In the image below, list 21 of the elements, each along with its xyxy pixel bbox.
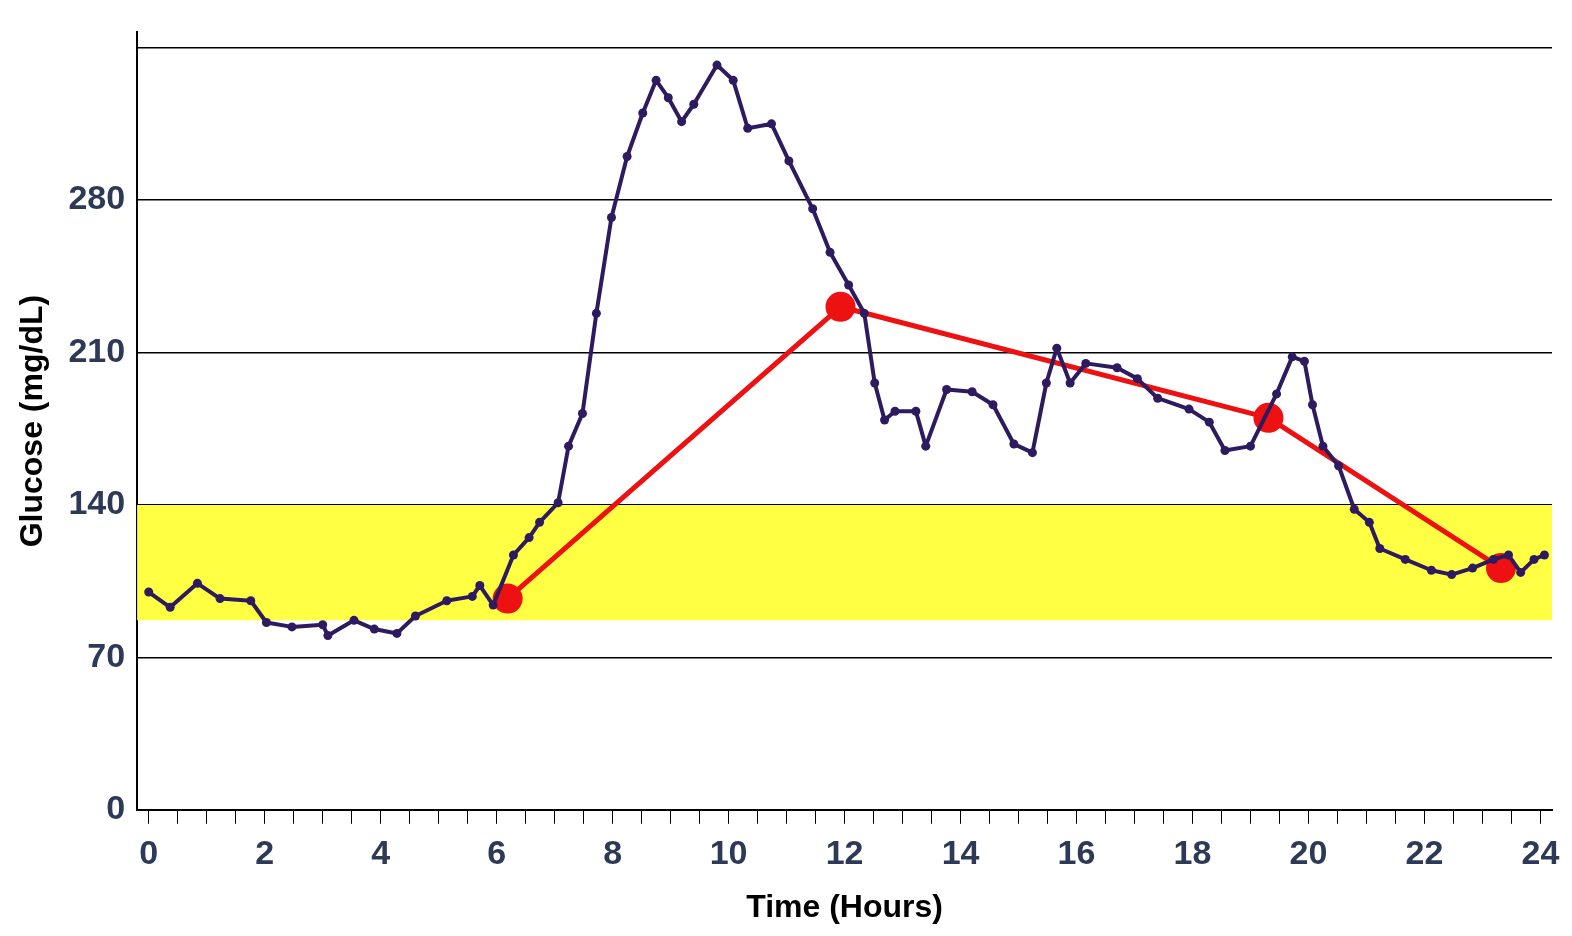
x-tick-label: 22 [1405, 832, 1444, 871]
x-tick-label: 0 [139, 832, 159, 871]
x-tick-label: 24 [1521, 832, 1560, 871]
x-tick-label: 20 [1289, 832, 1328, 871]
x-tick-label: 18 [1173, 832, 1212, 871]
y-tick-label: 0 [106, 788, 126, 827]
x-tick-label: 16 [1057, 832, 1096, 871]
y-tick-label: 280 [68, 178, 126, 217]
x-axis-title: Time (Hours) [746, 887, 943, 924]
x-tick-label: 2 [255, 832, 275, 871]
x-tick-label: 6 [487, 832, 507, 871]
x-tick-label: 12 [825, 832, 864, 871]
x-tick-label: 4 [371, 832, 391, 871]
x-tick-label: 10 [709, 832, 748, 871]
x-tick-label: 8 [603, 832, 623, 871]
x-tick-label: 14 [941, 832, 980, 871]
point [825, 291, 856, 322]
y-tick-label: 140 [68, 483, 126, 522]
y-tick-label: 70 [87, 635, 126, 674]
y-tick-label: 210 [68, 330, 126, 369]
y-axis-title: Glucose (mg/dL) [13, 294, 50, 548]
